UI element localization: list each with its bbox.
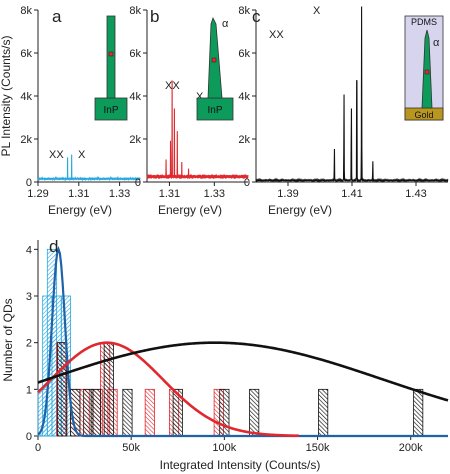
xlabel-d: Integrated Intensity (Counts/s) xyxy=(160,458,321,472)
annotation-x-b: X xyxy=(196,91,204,103)
panel-d: 0 50k 100k 150k 200k 0 1 2 3 4 xyxy=(26,240,449,454)
histogram-bar-1-6 xyxy=(144,388,155,437)
xlabel-b: Energy (eV) xyxy=(158,203,222,217)
x-tick-label-0-2: 1.33 xyxy=(109,188,130,200)
y-tick-label-0-1: 2k xyxy=(20,134,32,146)
histogram-bar-2-3 xyxy=(90,388,101,437)
x-tick-label-2-1: 1.41 xyxy=(341,188,362,200)
y-tick-label-1-3: 6k xyxy=(129,48,141,60)
xlabel-c: Energy (eV) xyxy=(268,203,332,217)
panel-c: 1.39 1.41 1.43 0 2k 4k 6k 8k xyxy=(238,5,449,200)
fit-curve-0 xyxy=(37,245,448,438)
panel-a: 1.29 1.31 1.33 0 2k 4k 6k 8k xyxy=(20,5,141,200)
x-tick-label-3-1: 50k xyxy=(122,442,140,454)
panel-letter-c: c xyxy=(252,7,261,26)
inset-label-gold: Gold xyxy=(414,110,433,120)
y-tick-label-2-1: 2k xyxy=(238,134,250,146)
x-tick-label-0-1: 1.31 xyxy=(68,188,89,200)
x-tick-label-3-2: 100k xyxy=(212,442,236,454)
histogram-bar-2-0 xyxy=(57,342,68,437)
annotation-xx-a: XX xyxy=(49,149,64,161)
histogram-bar-2-8 xyxy=(249,388,260,437)
x-tick-label-3-0: 0 xyxy=(35,442,41,454)
y-tick-label-2-4: 8k xyxy=(238,5,250,17)
y-tick-label-1-4: 8k xyxy=(129,5,141,17)
y-tick-label-0-0: 0 xyxy=(26,177,32,189)
panel-b: 1.31 1.33 0 2k 4k 6k 8k xyxy=(129,5,249,200)
y-tick-label-3-4: 4 xyxy=(26,244,32,256)
ylabel-top: PL Intensity (Counts/s) xyxy=(0,36,13,157)
xlabel-a: Energy (eV) xyxy=(48,203,112,217)
x-tick-label-1-0: 1.31 xyxy=(159,188,180,200)
panel-letter-b: b xyxy=(150,7,159,26)
y-tick-label-1-0: 0 xyxy=(135,177,141,189)
x-tick-label-0-0: 1.29 xyxy=(27,188,48,200)
annotation-x-c: X xyxy=(313,5,321,17)
inset-label-pdms: PDMS xyxy=(411,17,437,27)
panel-letter-a: a xyxy=(52,7,62,26)
y-tick-label-2-0: 0 xyxy=(244,177,250,189)
histogram-bar-2-5 xyxy=(122,388,133,437)
ylabel-d: Number of QDs xyxy=(1,298,15,381)
x-tick-label-3-3: 150k xyxy=(306,442,330,454)
inset-label-a: InP xyxy=(103,105,118,116)
histogram-bar-2-7 xyxy=(219,388,230,437)
x-tick-label-1-1: 1.33 xyxy=(204,188,225,200)
y-tick-label-3-3: 3 xyxy=(26,291,32,303)
y-tick-label-1-2: 4k xyxy=(129,91,141,103)
y-tick-label-0-4: 8k xyxy=(20,5,32,17)
inset-b: InP α xyxy=(196,16,234,121)
y-tick-label-2-3: 6k xyxy=(238,48,250,60)
inset-label-b: InP xyxy=(207,105,222,116)
fit-curve-1 xyxy=(37,341,299,438)
y-tick-label-3-1: 1 xyxy=(26,384,32,396)
y-tick-label-0-3: 6k xyxy=(20,48,32,60)
x-tick-label-2-0: 1.39 xyxy=(277,188,298,200)
inset-a: InP xyxy=(94,15,128,121)
spectrum-line-c xyxy=(255,6,449,184)
histogram-bar-2-9 xyxy=(318,388,329,437)
annotation-xx-b: XX xyxy=(165,80,180,92)
y-tick-label-0-2: 4k xyxy=(20,91,32,103)
y-tick-label-2-2: 4k xyxy=(238,91,250,103)
annotation-x-a: X xyxy=(78,149,86,161)
inset-c: PDMS Gold α xyxy=(404,15,444,121)
histogram-bar-2-1 xyxy=(70,388,81,437)
histogram-bar-2-10 xyxy=(413,388,424,437)
x-tick-label-2-2: 1.43 xyxy=(405,188,426,200)
spectrum-line-a xyxy=(37,154,141,182)
annotation-alpha-c: α xyxy=(433,37,440,49)
y-tick-label-1-1: 2k xyxy=(129,134,141,146)
annotation-xx-c: XX xyxy=(269,29,284,41)
spectrum-line-b xyxy=(146,80,249,180)
panel-letter-d: d xyxy=(49,237,58,256)
y-tick-label-3-2: 2 xyxy=(26,338,32,350)
y-tick-label-3-0: 0 xyxy=(26,431,32,443)
histogram-bar-2-4 xyxy=(103,342,114,437)
x-tick-label-3-4: 200k xyxy=(399,442,423,454)
fit-curve-2 xyxy=(37,341,449,402)
annotation-alpha-b: α xyxy=(222,18,229,30)
